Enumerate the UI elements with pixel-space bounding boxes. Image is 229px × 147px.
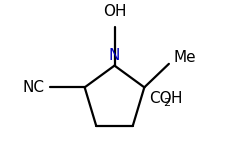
Text: 2: 2 [164, 98, 171, 108]
Text: N: N [109, 48, 120, 63]
Text: H: H [171, 91, 182, 106]
Text: OH: OH [103, 4, 126, 19]
Text: NC: NC [22, 80, 44, 95]
Text: CO: CO [149, 91, 172, 106]
Text: Me: Me [173, 50, 196, 65]
